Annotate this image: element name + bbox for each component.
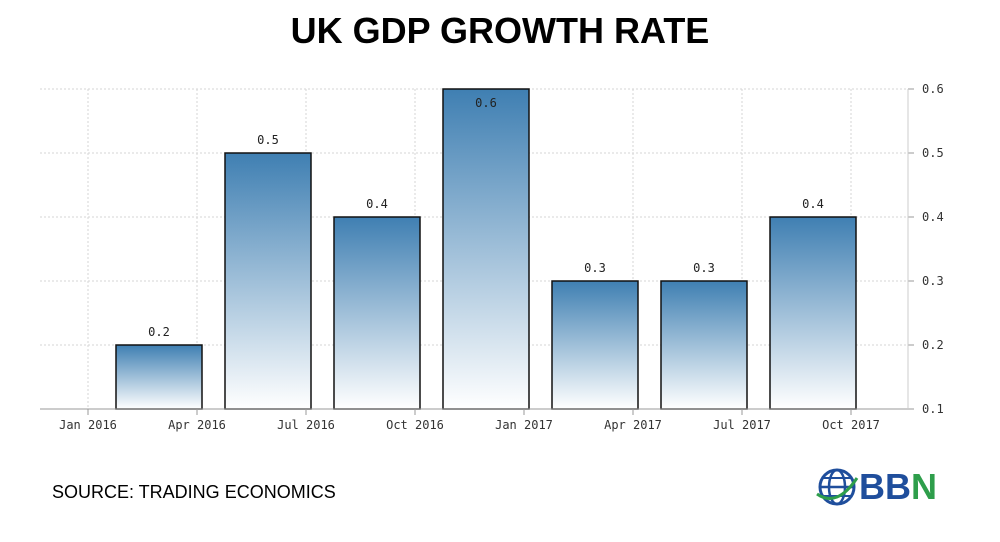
y-axis: 0.1 0.2 0.3 0.4 0.5 0.6 (907, 82, 944, 416)
source-note: SOURCE: TRADING ECONOMICS (52, 482, 336, 502)
logo-text-bb: BB (859, 466, 911, 507)
data-label: 0.4 (802, 197, 824, 211)
x-tick-label: Jan 2017 (495, 418, 553, 432)
bars (115, 88, 857, 410)
bar (660, 280, 748, 410)
y-tick-label: 0.2 (922, 338, 944, 352)
globe-icon (816, 468, 859, 506)
data-label: 0.4 (366, 197, 388, 211)
y-tick-label: 0.5 (922, 146, 944, 160)
chart-title: UK GDP GROWTH RATE (290, 10, 710, 51)
x-tick-label: Oct 2016 (386, 418, 444, 432)
data-label: 0.5 (257, 133, 279, 147)
x-tick-label: Jul 2016 (277, 418, 335, 432)
x-tick-label: Jul 2017 (713, 418, 771, 432)
data-label: 0.2 (148, 325, 170, 339)
x-tick-label: Jan 2016 (59, 418, 117, 432)
x-tick-label: Apr 2016 (168, 418, 226, 432)
bar (442, 88, 530, 410)
bar (224, 152, 312, 410)
y-tick-label: 0.4 (922, 210, 944, 224)
y-tick-label: 0.3 (922, 274, 944, 288)
bar (333, 216, 421, 410)
x-tick-label: Oct 2017 (822, 418, 880, 432)
data-labels: 0.2 0.5 0.4 0.6 0.3 0.3 0.4 (148, 96, 824, 339)
logo-wordmark: BBN (859, 466, 937, 508)
bar (115, 344, 203, 410)
y-tick-label: 0.6 (922, 82, 944, 96)
bbn-logo: BBN (815, 462, 955, 512)
data-label: 0.6 (475, 96, 497, 110)
data-label: 0.3 (693, 261, 715, 275)
y-tick-label: 0.1 (922, 402, 944, 416)
logo-text-n: N (911, 466, 937, 507)
x-axis: Jan 2016 Apr 2016 Jul 2016 Oct 2016 Jan 2017… (40, 408, 908, 432)
data-label: 0.3 (584, 261, 606, 275)
bar (551, 280, 639, 410)
x-tick-label: Apr 2017 (604, 418, 662, 432)
bar (769, 216, 857, 410)
